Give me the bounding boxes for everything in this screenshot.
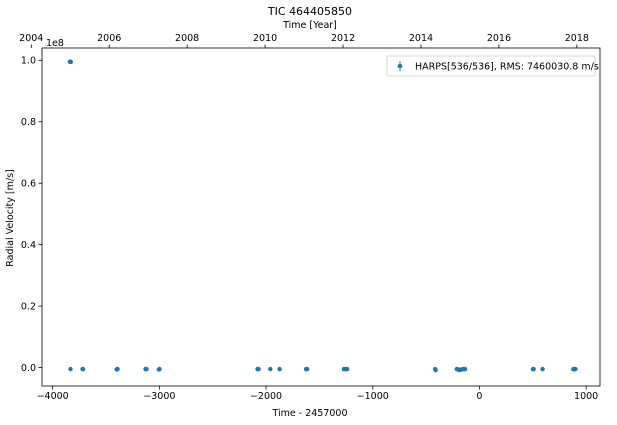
top-x-tick-label: 2004	[19, 33, 43, 44]
bottom-x-axis: −4000 −3000 −2000 −1000 0 1000	[37, 386, 598, 402]
y-tick-label: 0.0	[21, 363, 36, 374]
data-point	[256, 366, 261, 372]
data-point	[68, 366, 73, 372]
x-tick-label: −4000	[37, 391, 69, 402]
data-point	[68, 59, 74, 65]
y-multiplier-label: 1e8	[46, 38, 64, 49]
data-point	[531, 366, 536, 372]
data-point	[144, 366, 149, 372]
x-tick-label: −2000	[250, 391, 282, 402]
top-x-tick-label: 2008	[175, 33, 199, 44]
top-x-tick-label: 2006	[97, 33, 121, 44]
data-point	[157, 366, 162, 372]
y-axis: 0.0 0.2 0.4 0.6 0.8 1.0	[21, 56, 42, 374]
data-point	[80, 366, 86, 372]
data-point	[268, 366, 273, 372]
plot-frame	[41, 47, 601, 387]
legend-box	[386, 55, 596, 77]
y-tick-label: 0.8	[21, 117, 36, 128]
y-tick-label: 0.4	[21, 240, 36, 251]
data-point	[344, 366, 350, 372]
top-x-tick-label: 2014	[409, 33, 433, 44]
data-point	[462, 366, 468, 372]
chart-title: TIC 464405850	[267, 5, 352, 18]
data-point	[115, 366, 120, 372]
top-x-axis-label: Time [Year]	[282, 20, 337, 31]
legend-entry-harps: HARPS[536/536], RMS: 7460030.8 m/s	[415, 62, 599, 73]
top-x-tick-label: 2018	[565, 33, 589, 44]
data-point	[433, 367, 438, 373]
y-tick-label: 0.6	[21, 179, 36, 190]
y-tick-label: 1.0	[21, 56, 36, 67]
top-x-axis: 2004 2006 2008 2010 2012 2014 2016 2018	[19, 33, 589, 48]
x-tick-label: −3000	[143, 391, 175, 402]
y-axis-label: Radial Velocity [m/s]	[5, 169, 16, 266]
x-tick-label: 0	[476, 391, 482, 402]
data-point	[573, 366, 578, 372]
data-point	[277, 366, 282, 372]
top-x-tick-label: 2010	[253, 33, 277, 44]
y-tick-label: 0.2	[21, 301, 36, 312]
legend-marker	[397, 63, 403, 69]
data-point	[304, 366, 310, 372]
x-tick-label: 1000	[574, 391, 598, 402]
x-tick-label: −1000	[357, 391, 389, 402]
x-axis-label: Time - 2457000	[271, 408, 347, 419]
data-point	[540, 366, 545, 372]
top-x-tick-label: 2012	[331, 33, 355, 44]
legend: HARPS[536/536], RMS: 7460030.8 m/s	[386, 55, 599, 77]
top-x-tick-label: 2016	[487, 33, 511, 44]
data-points	[67, 59, 578, 373]
